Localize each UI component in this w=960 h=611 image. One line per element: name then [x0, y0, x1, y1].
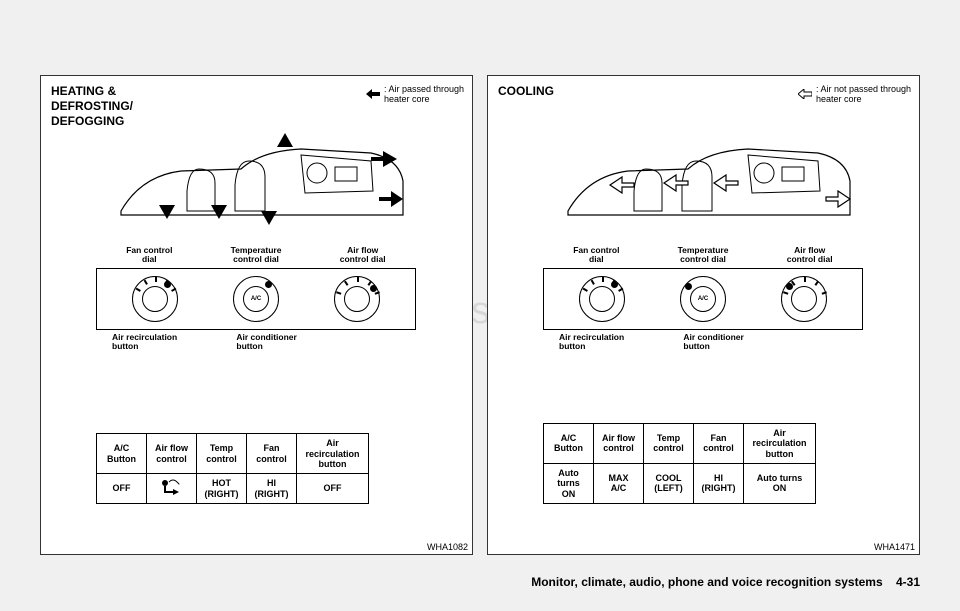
footer-page-number: 4-31	[896, 575, 920, 589]
th-airflow: Air flow control	[594, 423, 644, 463]
th-fan: Fan control	[694, 423, 744, 463]
td-temp: HOT (RIGHT)	[197, 474, 247, 504]
left-car-diagram	[111, 121, 411, 231]
th-recirc: Air recirculation button	[297, 434, 369, 474]
fan-dial	[579, 276, 625, 322]
th-temp: Temp control	[644, 423, 694, 463]
label-temp-dial: Temperature control dial	[203, 246, 310, 265]
right-dials-box: A/C	[543, 268, 863, 330]
left-bottom-labels: Air recirculation button Air conditioner…	[96, 333, 416, 352]
label-fan-dial: Fan control dial	[543, 246, 650, 265]
right-top-labels: Fan control dial Temperature control dia…	[543, 246, 863, 265]
airflow-dial	[334, 276, 380, 322]
hollow-arrow-icon	[798, 89, 812, 99]
td-recirc: OFF	[297, 474, 369, 504]
th-temp: Temp control	[197, 434, 247, 474]
left-settings-table: A/C Button Air flow control Temp control…	[96, 433, 369, 504]
left-controls: Fan control dial Temperature control dia…	[96, 246, 416, 351]
right-legend-text: : Air not passed through heater core	[816, 84, 911, 104]
page-content: HEATING & DEFROSTING/ DEFOGGING : Air pa…	[40, 75, 920, 555]
label-temp-dial: Temperature control dial	[650, 246, 757, 265]
airflow-dial	[781, 276, 827, 322]
th-ac: A/C Button	[97, 434, 147, 474]
th-ac: A/C Button	[544, 423, 594, 463]
ac-label: A/C	[251, 296, 261, 302]
th-recirc: Air recirculation button	[744, 423, 816, 463]
label-recirc-button: Air recirculation button	[543, 333, 677, 352]
ac-label: A/C	[698, 296, 708, 302]
table-header-row: A/C Button Air flow control Temp control…	[544, 423, 816, 463]
td-ac: Auto turns ON	[544, 463, 594, 503]
right-figure-code: WHA1471	[874, 542, 915, 552]
right-panel: COOLING : Air not passed through heater …	[487, 75, 920, 555]
td-fan: HI (RIGHT)	[247, 474, 297, 504]
floor-defrost-icon	[159, 478, 185, 496]
td-temp: COOL (LEFT)	[644, 463, 694, 503]
right-controls: Fan control dial Temperature control dia…	[543, 246, 863, 351]
solid-arrow-icon	[366, 89, 380, 99]
table-value-row: Auto turns ON MAX A/C COOL (LEFT) HI (RI…	[544, 463, 816, 503]
label-airflow-dial: Air flow control dial	[309, 246, 416, 265]
th-fan: Fan control	[247, 434, 297, 474]
left-dials-box: A/C	[96, 268, 416, 330]
footer-section: Monitor, climate, audio, phone and voice…	[531, 575, 882, 589]
td-recirc: Auto turns ON	[744, 463, 816, 503]
left-top-labels: Fan control dial Temperature control dia…	[96, 246, 416, 265]
left-figure-code: WHA1082	[427, 542, 468, 552]
label-ac-button: Air conditioner button	[677, 333, 821, 352]
right-bottom-labels: Air recirculation button Air conditioner…	[543, 333, 863, 352]
td-ac: OFF	[97, 474, 147, 504]
label-airflow-dial: Air flow control dial	[756, 246, 863, 265]
td-airflow: MAX A/C	[594, 463, 644, 503]
label-recirc-button: Air recirculation button	[96, 333, 230, 352]
temp-dial: A/C	[680, 276, 726, 322]
fan-dial	[132, 276, 178, 322]
right-panel-title: COOLING	[498, 84, 554, 99]
label-fan-dial: Fan control dial	[96, 246, 203, 265]
left-legend: : Air passed through heater core	[366, 84, 464, 104]
left-panel: HEATING & DEFROSTING/ DEFOGGING : Air pa…	[40, 75, 473, 555]
td-fan: HI (RIGHT)	[694, 463, 744, 503]
table-header-row: A/C Button Air flow control Temp control…	[97, 434, 369, 474]
page-footer: Monitor, climate, audio, phone and voice…	[531, 575, 920, 589]
label-ac-button: Air conditioner button	[230, 333, 374, 352]
th-airflow: Air flow control	[147, 434, 197, 474]
right-car-diagram	[558, 121, 858, 231]
right-legend: : Air not passed through heater core	[798, 84, 911, 104]
left-legend-text: : Air passed through heater core	[384, 84, 464, 104]
table-value-row: OFF HOT (RIGHT) HI (RIGHT) OFF	[97, 474, 369, 504]
td-airflow	[147, 474, 197, 504]
temp-dial: A/C	[233, 276, 279, 322]
right-settings-table: A/C Button Air flow control Temp control…	[543, 423, 816, 504]
